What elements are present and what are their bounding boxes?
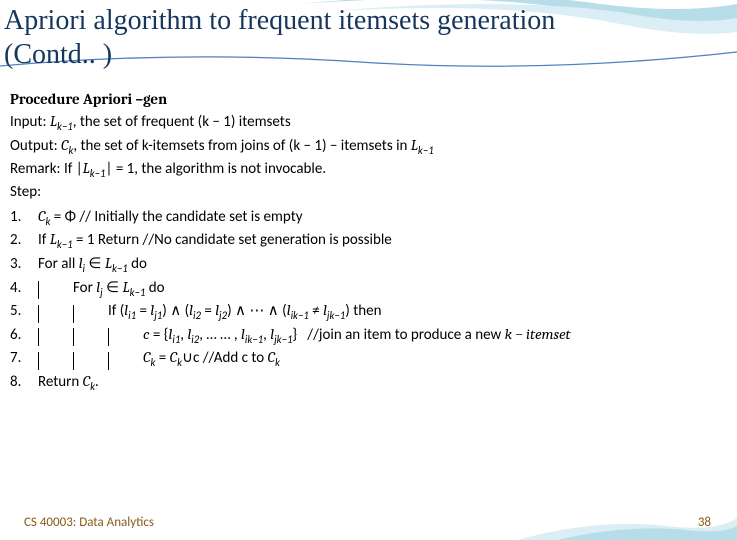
remark-sub: k−1 bbox=[90, 167, 106, 180]
s8-var: C bbox=[83, 372, 90, 390]
s8-return: Return bbox=[38, 373, 83, 391]
indent-bar bbox=[73, 352, 74, 370]
step-1: 1. Ck = Φ // Initially the candidate set… bbox=[10, 206, 727, 230]
indent-bar bbox=[108, 352, 109, 370]
step-num: 1. bbox=[10, 207, 38, 229]
step-num: 7. bbox=[10, 348, 38, 370]
step-num: 4. bbox=[10, 278, 38, 300]
indent-bar bbox=[73, 328, 74, 346]
s6-text: c = {li1, li2, … … , lik−1, ljk−1} //joi… bbox=[143, 326, 571, 344]
input-var: L bbox=[50, 112, 57, 130]
remark-rest: | = 1, the algorithm is not invocable. bbox=[106, 160, 327, 178]
indent-bar bbox=[38, 281, 39, 299]
s3-do: do bbox=[128, 255, 147, 273]
s5-text: If (li1 = lj1) ∧ (li2 = lj2) ∧ ⋯ ∧ (lik−… bbox=[108, 302, 381, 320]
s3-for: For all bbox=[38, 255, 79, 273]
s7-b: C bbox=[170, 348, 177, 366]
step-num: 6. bbox=[10, 325, 38, 347]
indent-bar bbox=[108, 328, 109, 346]
step-2: 2. If Lk−1 = 1 Return //No candidate set… bbox=[10, 229, 727, 253]
step-label: Step: bbox=[10, 182, 727, 204]
output-line: Output: Ck, the set of k-itemsets from j… bbox=[10, 135, 727, 159]
step-6: 6. c = {li1, li2, … … , lik−1, ljk−1} //… bbox=[10, 324, 727, 348]
input-sub: k−1 bbox=[57, 120, 73, 133]
s3-in: ∈ bbox=[85, 255, 105, 273]
step-3: 3. For all li ∈ Lk−1 do bbox=[10, 253, 727, 277]
remark-var: L bbox=[83, 159, 90, 177]
s4-do: do bbox=[145, 279, 164, 297]
s7-c: C bbox=[268, 348, 275, 366]
indent-bar bbox=[38, 328, 39, 346]
s4-var2: L bbox=[123, 278, 130, 296]
s7-c-sub: k bbox=[275, 356, 280, 369]
output-rest: , the set of k-itemsets from joins of (k… bbox=[73, 137, 410, 155]
s2-if: If bbox=[38, 231, 50, 249]
s7-mid: = bbox=[155, 349, 169, 367]
input-prefix: Input: bbox=[10, 113, 50, 131]
title-line-1: Apriori algorithm to frequent itemsets g… bbox=[4, 4, 729, 38]
output-tail-var: L bbox=[411, 136, 418, 154]
remark-line: Remark: If |Lk−1| = 1, the algorithm is … bbox=[10, 158, 727, 182]
step-5: 5. If (li1 = lj1) ∧ (li2 = lj2) ∧ ⋯ ∧ (l… bbox=[10, 300, 727, 324]
input-line: Input: Lk−1, the set of frequent (k − 1)… bbox=[10, 111, 727, 135]
step-7: 7. Ck = Ck∪c //Add c to Ck bbox=[10, 347, 727, 371]
step-num: 8. bbox=[10, 372, 38, 394]
step-8: 8. Return Ck. bbox=[10, 371, 727, 395]
s4-sub2: k−1 bbox=[130, 286, 146, 299]
slide: Apriori algorithm to frequent itemsets g… bbox=[0, 0, 737, 540]
s4-for: For bbox=[73, 279, 96, 297]
footer-page-number: 38 bbox=[698, 515, 711, 530]
input-rest: , the set of frequent (k − 1) itemsets bbox=[73, 113, 291, 131]
step-num: 2. bbox=[10, 230, 38, 252]
s8-dot: . bbox=[95, 373, 99, 391]
indent-bar bbox=[38, 352, 39, 370]
indent-bar bbox=[38, 305, 39, 323]
step-4: 4. For lj ∈ Lk−1 do bbox=[10, 277, 727, 301]
s7-rest: ∪c //Add c to bbox=[182, 349, 268, 367]
body-content: Procedure Apriori –gen Input: Lk−1, the … bbox=[0, 71, 737, 395]
s2-sub: k−1 bbox=[57, 238, 73, 251]
s2-var: L bbox=[50, 230, 57, 248]
footer-course: CS 40003: Data Analytics bbox=[24, 515, 154, 530]
indent-bar bbox=[73, 305, 74, 323]
s1-text: = Φ // Initially the candidate set is em… bbox=[50, 208, 302, 226]
procedure-name: Procedure Apriori –gen bbox=[10, 89, 727, 111]
title-line-2: (Contd.. ) bbox=[4, 38, 729, 72]
remark-prefix: Remark: If | bbox=[10, 160, 83, 178]
output-tail-sub: k−1 bbox=[418, 144, 434, 157]
steps: 1. Ck = Φ // Initially the candidate set… bbox=[10, 206, 727, 395]
step-num: 5. bbox=[10, 301, 38, 323]
s2-text: = 1 Return //No candidate set generation… bbox=[73, 231, 392, 249]
s4-in: ∈ bbox=[103, 279, 123, 297]
s3-var2: L bbox=[105, 254, 112, 272]
s3-sub2: k−1 bbox=[112, 262, 128, 275]
title-area: Apriori algorithm to frequent itemsets g… bbox=[0, 0, 737, 71]
output-prefix: Output: bbox=[10, 137, 61, 155]
step-num: 3. bbox=[10, 254, 38, 276]
